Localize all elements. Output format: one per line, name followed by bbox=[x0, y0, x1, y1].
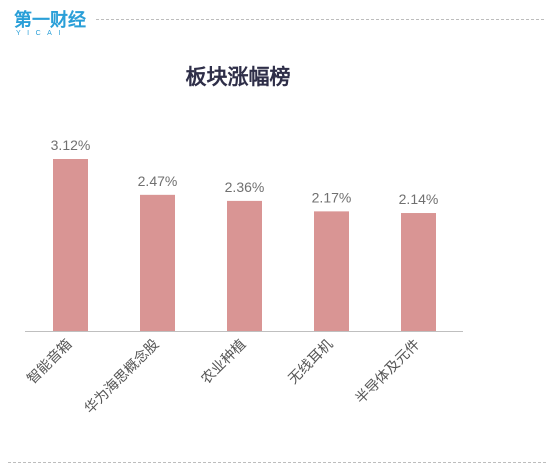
value-label-1: 3.12% bbox=[51, 137, 91, 153]
value-label-4: 2.17% bbox=[312, 189, 352, 205]
bottom-divider bbox=[8, 462, 546, 463]
bar-3 bbox=[227, 200, 262, 331]
value-label-2: 2.47% bbox=[138, 173, 178, 189]
category-label-5: 半导体及元件 bbox=[353, 337, 424, 408]
category-label-1: 智能音箱 bbox=[24, 336, 76, 388]
yicai-logo: 第一财经 YICAI bbox=[14, 6, 92, 40]
value-label-3: 2.36% bbox=[225, 179, 265, 195]
value-label-5: 2.14% bbox=[399, 191, 439, 207]
top-divider bbox=[96, 19, 544, 20]
bar-1 bbox=[53, 159, 88, 331]
category-label-2: 华为海思概念股 bbox=[81, 336, 162, 417]
bar-2 bbox=[140, 194, 175, 331]
value-labels-group: 3.12% 2.47% 2.36% 2.17% 2.14% bbox=[51, 137, 439, 207]
category-label-4: 无线耳机 bbox=[285, 337, 336, 388]
bar-4 bbox=[314, 211, 349, 331]
category-labels-group: 智能音箱 华为海思概念股 农业种植 无线耳机 半导体及元件 bbox=[24, 336, 424, 417]
bar-5 bbox=[401, 213, 436, 331]
logo-subtext: YICAI bbox=[16, 30, 67, 37]
bars-group bbox=[53, 159, 436, 331]
logo-text: 第一财经 bbox=[14, 10, 86, 31]
category-label-3: 农业种植 bbox=[198, 337, 249, 388]
chart-title: 板块涨幅榜 bbox=[186, 65, 291, 89]
